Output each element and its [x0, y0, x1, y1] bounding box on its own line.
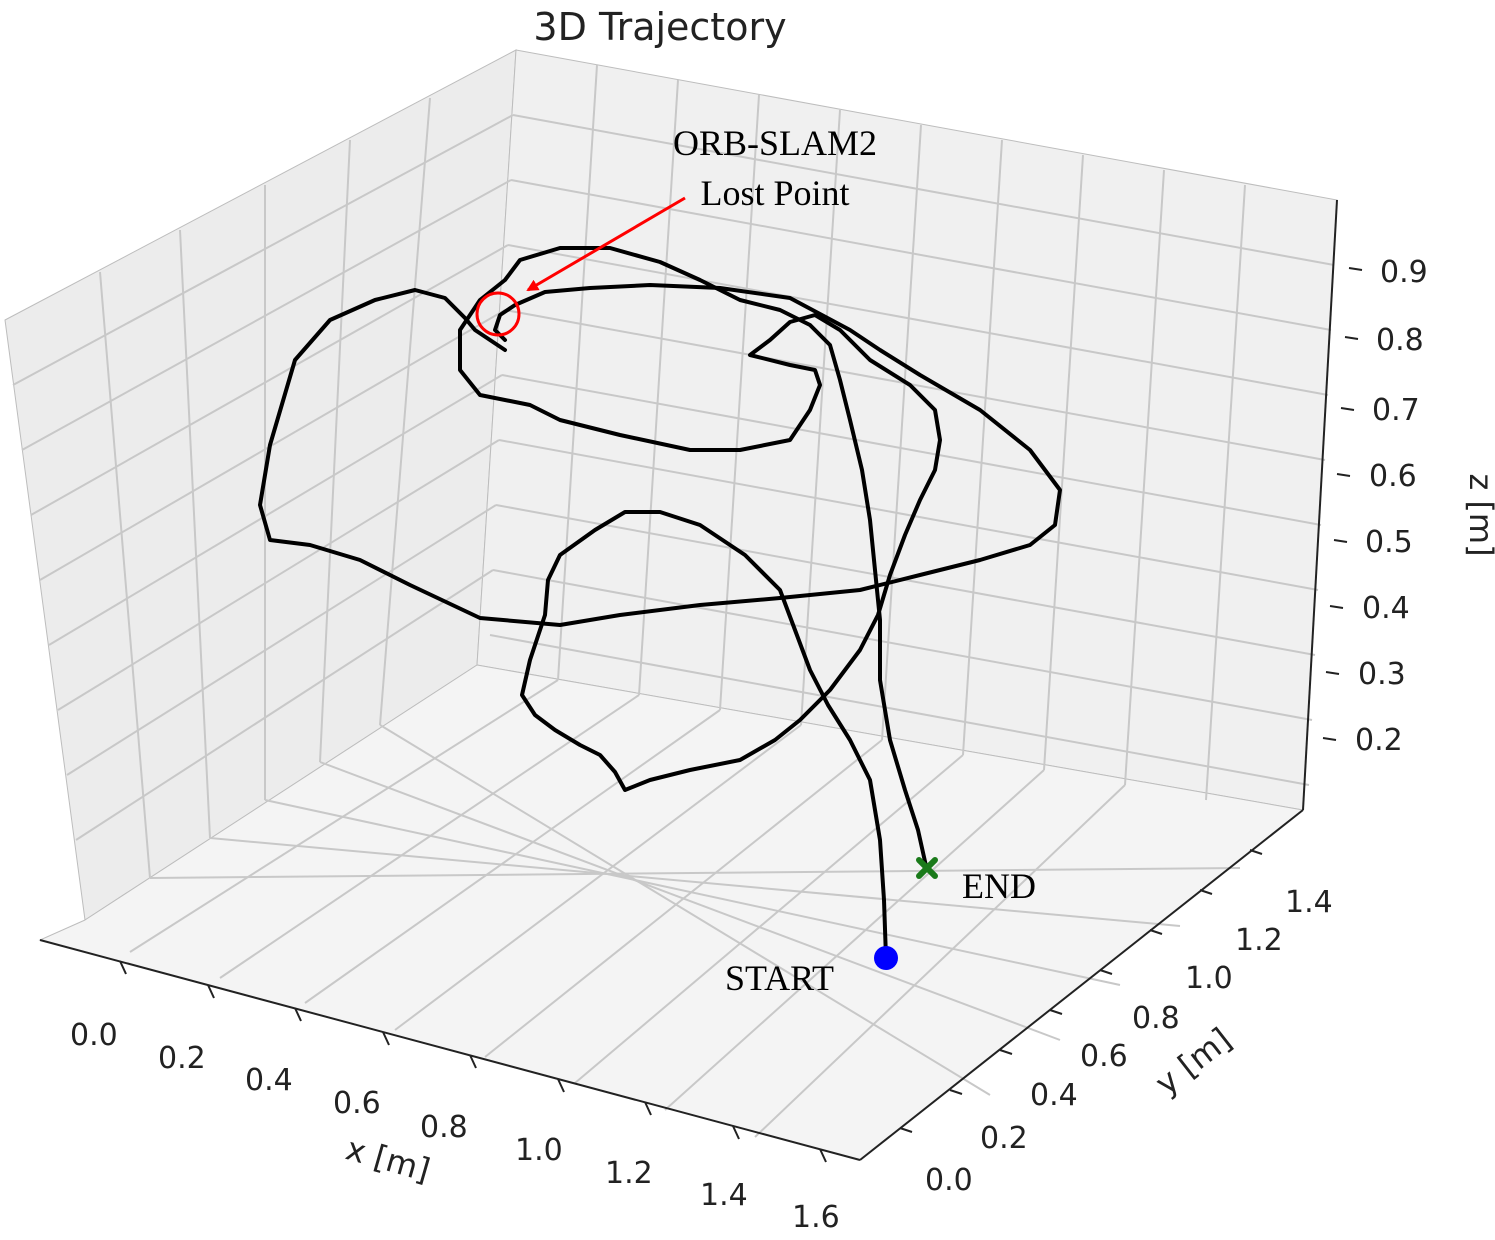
x-tick-labels: 0.0 0.2 0.4 0.6 0.8 1.0 1.2 1.4 1.6	[70, 1018, 840, 1235]
z-tick-label: 0.2	[1355, 723, 1403, 758]
y-tick-label: 0.6	[1080, 1039, 1128, 1074]
axis-edges	[39, 199, 1338, 1161]
y-tick-label: 1.2	[1235, 923, 1283, 958]
z-axis-label: z [m]	[1462, 473, 1495, 556]
end-marker	[916, 857, 938, 879]
trajectory-series	[258, 246, 1062, 960]
end-label: END	[962, 866, 1036, 906]
x-tick-label: 0.4	[245, 1063, 293, 1098]
x-tick-label: 1.2	[605, 1156, 653, 1191]
x-tick-label: 0.6	[333, 1086, 381, 1121]
grid-lines	[12, 64, 1335, 1138]
x-tick-label: 0.2	[158, 1041, 206, 1076]
z-tick-label: 0.3	[1358, 657, 1406, 692]
x-tick-label: 0.0	[70, 1018, 118, 1053]
z-tick-labels: 0.2 0.3 0.4 0.5 0.6 0.7 0.8 0.9	[1355, 255, 1428, 758]
y-tick-label: 0.8	[1132, 1001, 1180, 1036]
annotation-line-2: Lost Point	[700, 173, 849, 213]
y-tick-label: 0.0	[925, 1163, 973, 1198]
x-tick-label: 1.6	[792, 1200, 840, 1235]
z-tick-label: 0.4	[1362, 591, 1410, 626]
z-tick-label: 0.5	[1365, 525, 1413, 560]
trajectory-line	[458, 246, 942, 960]
lost-point-circle	[475, 291, 521, 337]
x-tick-label: 1.4	[700, 1178, 748, 1213]
x-tick-label: 1.0	[515, 1133, 563, 1168]
z-tick-label: 0.6	[1369, 459, 1417, 494]
y-axis-line	[859, 809, 1304, 1161]
annotation-line-1: ORB-SLAM2	[673, 123, 877, 163]
tick-marks	[119, 267, 1363, 1163]
z-tick-label: 0.9	[1380, 255, 1428, 290]
y-tick-label: 1.0	[1185, 961, 1233, 996]
y-tick-label: 0.4	[1030, 1078, 1078, 1113]
y-tick-labels: 0.0 0.2 0.4 0.6 0.8 1.0 1.2 1.4	[925, 885, 1333, 1198]
z-tick-label: 0.7	[1372, 393, 1420, 428]
x-axis-line	[39, 939, 861, 1161]
x-tick-label: 0.8	[420, 1110, 468, 1145]
trajectory-line-segment	[258, 283, 1062, 627]
z-axis-line	[1302, 199, 1338, 811]
lost-point-arrow	[526, 196, 686, 292]
start-label: START	[725, 958, 834, 998]
start-marker	[874, 946, 898, 970]
z-tick-label: 0.8	[1376, 323, 1424, 358]
y-tick-label: 1.4	[1285, 885, 1333, 920]
y-tick-label: 0.2	[980, 1121, 1028, 1156]
chart-title: 3D Trajectory	[533, 5, 786, 49]
